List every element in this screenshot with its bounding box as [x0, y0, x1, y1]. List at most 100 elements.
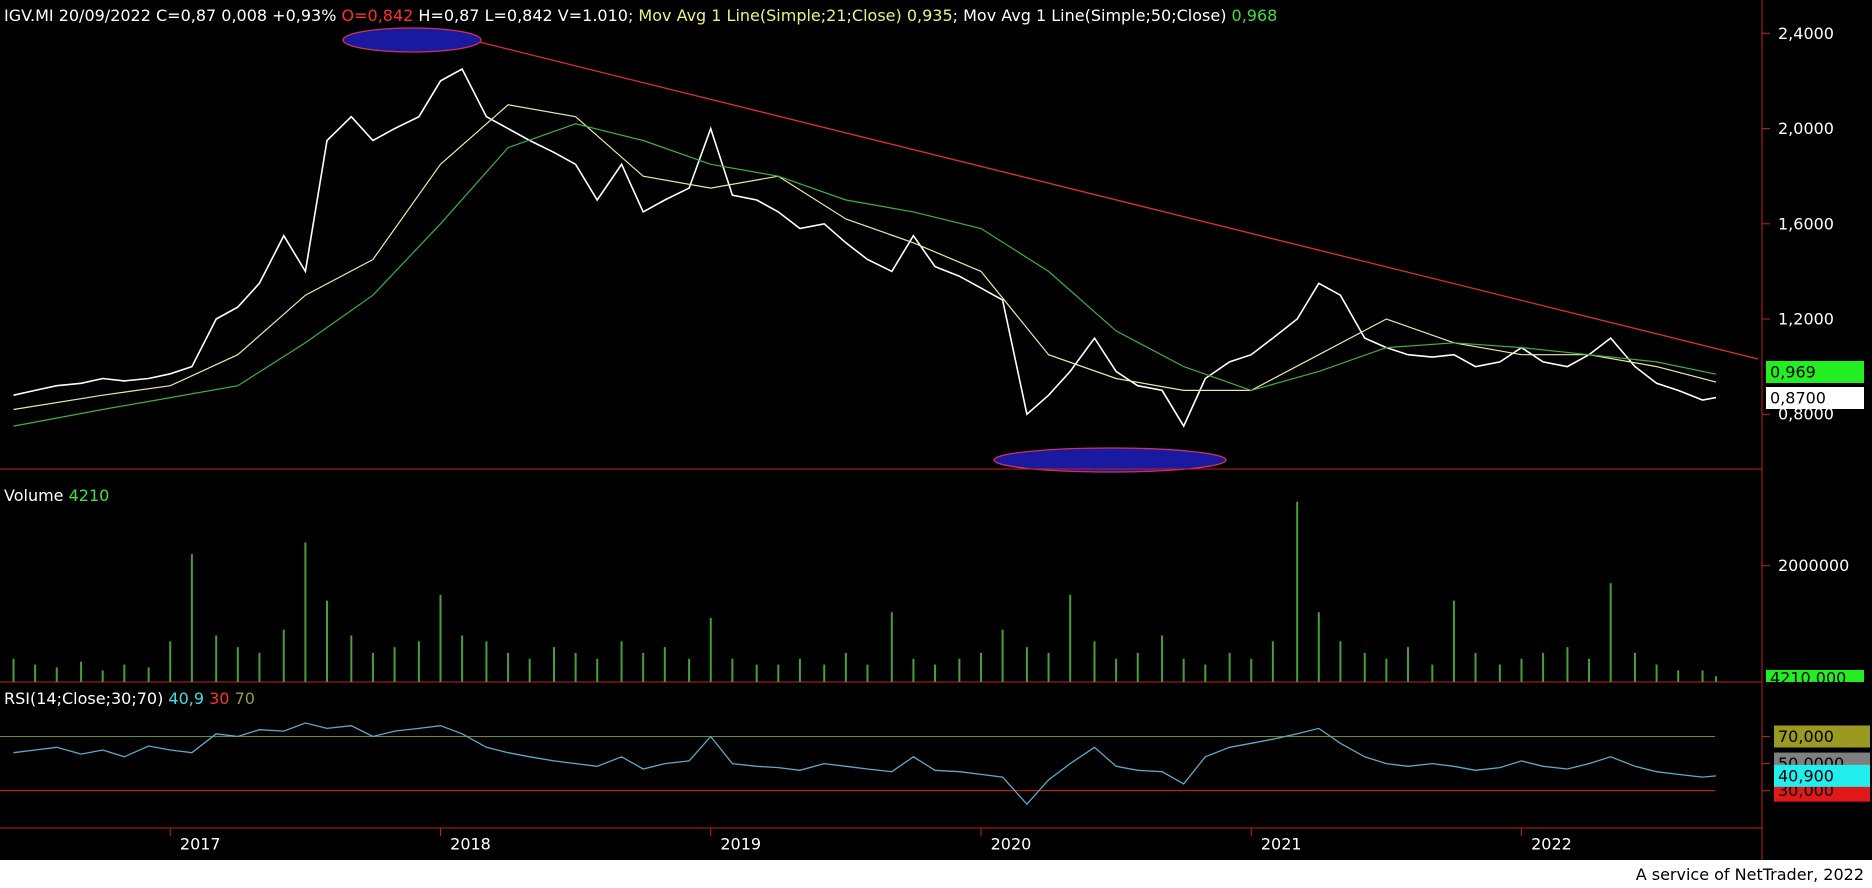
volume-bar [1228, 652, 1231, 682]
highlight-ellipse [993, 447, 1227, 473]
volume-bar [34, 664, 37, 682]
range: H=0,87 L=0,842 V=1.010 [418, 6, 628, 25]
volume-bar [1655, 664, 1658, 682]
volume-bar [417, 641, 420, 682]
volume-bar [1406, 647, 1409, 682]
x-tick-label: 2017 [180, 835, 221, 854]
last-box [1766, 670, 1864, 682]
volume-bar [325, 600, 328, 682]
volume-bar [393, 647, 396, 682]
volume-bar [236, 647, 239, 682]
volume-bar [190, 554, 193, 682]
volume-bar [777, 664, 780, 682]
volume-bar [55, 667, 58, 682]
volume-bar [1588, 658, 1591, 682]
volume-bar [1498, 664, 1501, 682]
last-label: 40,900 [1778, 766, 1834, 785]
volume-bar [258, 652, 261, 682]
y-tick-label: 2,4000 [1778, 24, 1834, 43]
volume-bar [439, 594, 442, 682]
y-tick-label: 1,6000 [1778, 214, 1834, 233]
footer-bar [0, 860, 1872, 888]
volume-bar [1296, 501, 1299, 682]
rsi-title: RSI(14;Close;30;70) [4, 689, 164, 708]
x-tick-label: 2018 [450, 835, 491, 854]
rsi-line [13, 722, 1717, 806]
quote: IGV.MI 20/09/2022 C=0,87 0,008 +0,93% [4, 6, 337, 25]
volume-bar [709, 618, 712, 682]
price-line [13, 67, 1717, 428]
volume-bar [688, 658, 691, 682]
y-tick-label: 2,0000 [1778, 119, 1834, 138]
last-box [1766, 361, 1864, 383]
last-label: 0,8700 [1770, 389, 1826, 408]
price-line [13, 123, 1717, 427]
volume-bar [1093, 641, 1096, 682]
volume-bar [485, 641, 488, 682]
x-tick-label: 2019 [720, 835, 761, 854]
volume-bar [1609, 583, 1612, 682]
last-box [1774, 764, 1870, 787]
rsi-high: 70 [234, 689, 255, 708]
volume-bar [798, 658, 801, 682]
volume-bar [755, 664, 758, 682]
volume-bar [1069, 594, 1072, 682]
volume-bar [642, 652, 645, 682]
y-tick-label: 2000000 [1778, 556, 1849, 575]
volume-bar [866, 664, 869, 682]
rsi-low: 30 [209, 689, 230, 708]
volume-bar [101, 670, 104, 682]
trend-line [454, 35, 1759, 360]
volume-current: 4210 [68, 486, 110, 505]
y-tick-label: 70,000 [1778, 727, 1834, 746]
volume-bar [1452, 600, 1455, 682]
volume-bar [620, 641, 623, 682]
volume-bar [371, 652, 374, 682]
volume-bar [147, 667, 150, 682]
volume-bar [80, 661, 83, 682]
rsi-header: RSI(14;Close;30;70) 40,9 30 70 [4, 689, 255, 709]
volume-bar [215, 635, 218, 682]
ma21-label: ; Mov Avg 1 Line(Simple;21;Close) [627, 6, 902, 25]
volume-bar [1677, 670, 1680, 682]
volume-bar [507, 652, 510, 682]
volume-bar [844, 652, 847, 682]
volume-bar [890, 612, 893, 682]
y-tick-label: 1,2000 [1778, 310, 1834, 329]
volume-bar [1204, 664, 1207, 682]
volume-bar [350, 635, 353, 682]
x-tick-label: 2022 [1531, 835, 1572, 854]
volume-bar [1385, 658, 1388, 682]
volume-bar [12, 658, 15, 682]
volume-bar [1161, 635, 1164, 682]
volume-bar [731, 658, 734, 682]
volume-bar [1317, 612, 1320, 682]
volume-bar [528, 658, 531, 682]
volume-bar [1250, 658, 1253, 682]
volume-title: Volume [4, 486, 64, 505]
volume-bar [596, 658, 599, 682]
volume-bar [1474, 652, 1477, 682]
volume-bar [1271, 641, 1274, 682]
volume-bar [1047, 652, 1050, 682]
volume-bar [1025, 647, 1028, 682]
volume-bar [1701, 670, 1704, 682]
volume-bar [1001, 629, 1004, 682]
volume-header: Volume 4210 [4, 486, 109, 506]
price-header: IGV.MI 20/09/2022 C=0,87 0,008 +0,93% O=… [4, 6, 1277, 26]
price-line [13, 104, 1717, 411]
ma21-value: 0,935 [906, 6, 953, 25]
volume-bar [1520, 658, 1523, 682]
volume-bar [979, 652, 982, 682]
tick-box [1774, 725, 1870, 748]
volume-bar [663, 647, 666, 682]
volume-bar [1363, 652, 1366, 682]
volume-bar [461, 635, 464, 682]
volume-bar [574, 652, 577, 682]
open: O=0,842 [341, 6, 414, 25]
highlight-ellipse [342, 27, 482, 53]
volume-bar [1542, 652, 1545, 682]
volume-bar [1633, 652, 1636, 682]
